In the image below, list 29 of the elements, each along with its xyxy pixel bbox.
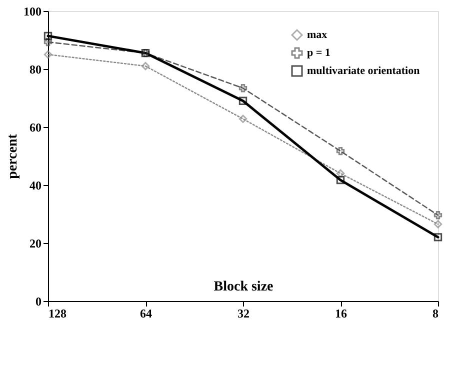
y-axis-title: percent xyxy=(6,134,20,179)
point xyxy=(238,114,248,123)
point xyxy=(336,146,345,156)
x-tick-label: 64 xyxy=(140,306,152,320)
y-tick-label: 80 xyxy=(30,62,42,76)
point xyxy=(44,50,52,59)
point xyxy=(434,220,442,228)
point xyxy=(336,176,345,184)
point xyxy=(434,233,442,242)
point xyxy=(434,211,442,220)
x-tick-label: 16 xyxy=(335,306,347,320)
y-tick-label: 60 xyxy=(30,120,42,134)
y-tick-label: 0 xyxy=(36,294,42,308)
legend-label: max xyxy=(307,29,328,41)
point xyxy=(238,84,248,92)
y-tick-label: 100 xyxy=(24,4,42,18)
x-tick-label: 128 xyxy=(48,306,66,320)
x-axis-title: Block size xyxy=(214,280,274,294)
point xyxy=(141,62,150,70)
point xyxy=(336,169,345,178)
y-tick-label: 40 xyxy=(30,178,42,192)
point xyxy=(238,96,248,106)
legend-label: multivariate orientation xyxy=(307,65,420,77)
legend-label: p = 1 xyxy=(307,47,330,59)
point xyxy=(44,32,52,40)
x-tick-label: 8 xyxy=(432,306,438,320)
x-tick-label: 32 xyxy=(238,306,250,320)
y-tick-label: 20 xyxy=(30,236,42,250)
point xyxy=(44,38,52,46)
